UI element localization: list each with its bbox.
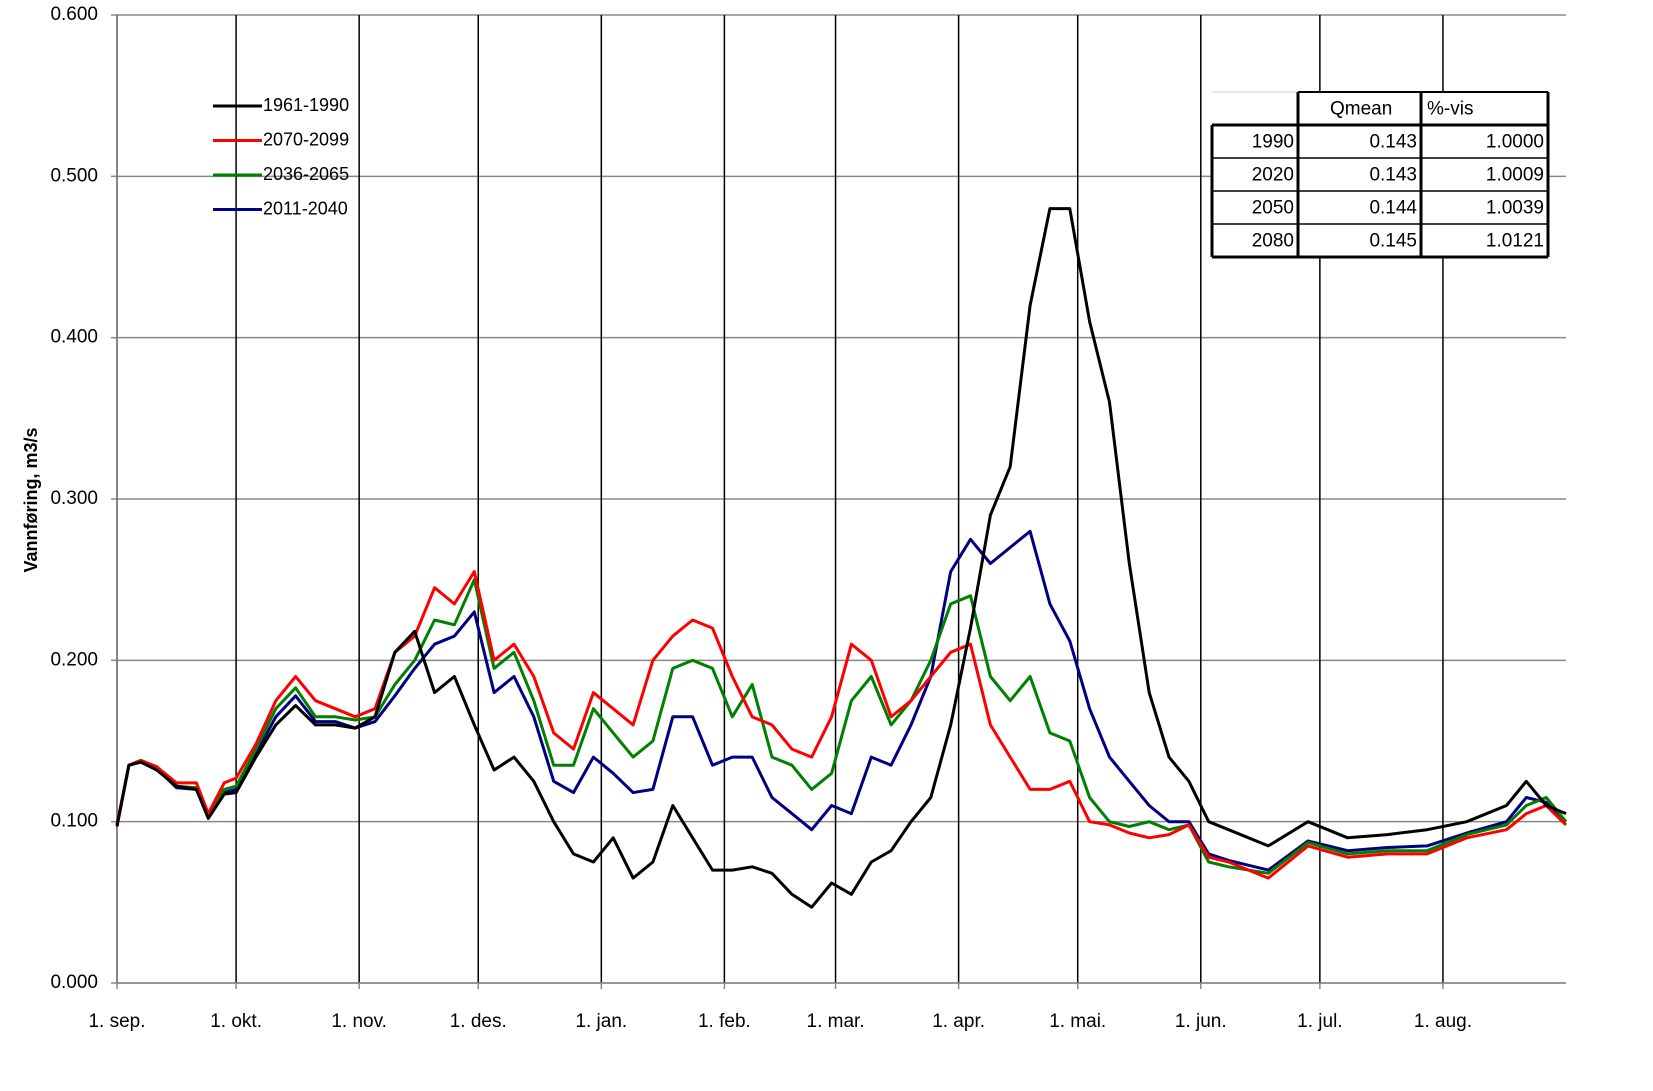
table-cell: 2050 [1252, 198, 1294, 219]
table-cell: 2080 [1252, 231, 1294, 252]
table-cell: 1.0039 [1486, 198, 1544, 219]
y-axis-label: Vannføring, m3/s [21, 427, 41, 572]
y-tick-label: 0.000 [50, 972, 98, 993]
legend-label: 2036-2065 [263, 164, 349, 184]
x-tick-label: 1. mar. [807, 1011, 865, 1032]
table-cell: 2020 [1252, 165, 1294, 186]
table-cell: 1.0000 [1486, 132, 1544, 153]
legend-label: 2011-2040 [263, 198, 348, 218]
x-tick-label: 1. okt. [210, 1011, 262, 1032]
series-line [115, 578, 1568, 875]
series-line [115, 570, 1568, 880]
table-cell: 1.0009 [1486, 165, 1544, 186]
table-cell: 1990 [1252, 132, 1294, 153]
x-tick-label: 1. des. [450, 1011, 507, 1032]
table-cell: 1.0121 [1486, 231, 1544, 252]
table-bg [1212, 92, 1548, 257]
table-cell: 0.143 [1369, 165, 1417, 186]
series-line [115, 529, 1568, 872]
y-tick-label: 0.100 [50, 811, 98, 832]
table-header: %-vis [1427, 99, 1473, 120]
table-cell: 0.144 [1369, 198, 1417, 219]
x-tick-label: 1. jun. [1175, 1011, 1227, 1032]
table-cell: 0.143 [1369, 132, 1417, 153]
y-tick-label: 0.300 [50, 488, 98, 509]
legend-label: 1961-1990 [263, 95, 349, 115]
y-tick-label: 0.600 [50, 4, 98, 25]
table-cell: 0.145 [1369, 231, 1417, 252]
x-tick-label: 1. sep. [88, 1011, 145, 1032]
x-tick-label: 1. nov. [331, 1011, 387, 1032]
x-tick-label: 1. feb. [698, 1011, 751, 1032]
y-tick-label: 0.500 [50, 165, 98, 186]
x-tick-label: 1. mai. [1049, 1011, 1106, 1032]
y-tick-label: 0.200 [50, 649, 98, 670]
table-header: Qmean [1330, 99, 1392, 120]
x-tick-label: 1. jul. [1297, 1011, 1342, 1032]
x-tick-label: 1. aug. [1414, 1011, 1472, 1032]
series-line [115, 207, 1567, 909]
x-tick-label: 1. apr. [932, 1011, 985, 1032]
y-tick-label: 0.400 [50, 327, 98, 348]
x-tick-label: 1. jan. [575, 1011, 627, 1032]
legend-label: 2070-2099 [263, 129, 349, 149]
